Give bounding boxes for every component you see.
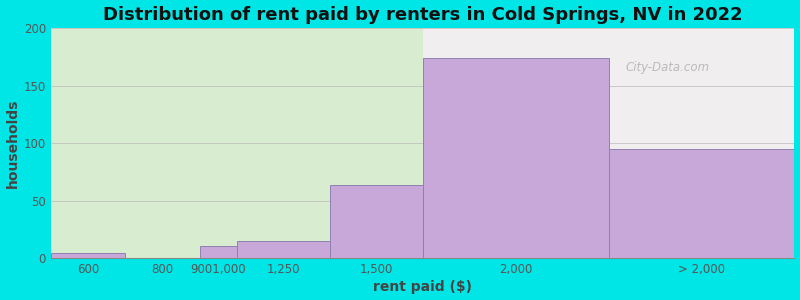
Bar xyxy=(422,58,609,258)
Y-axis label: households: households xyxy=(6,98,19,188)
Bar xyxy=(609,149,794,258)
Bar xyxy=(51,253,125,258)
Bar xyxy=(330,184,422,258)
Bar xyxy=(51,28,422,258)
X-axis label: rent paid ($): rent paid ($) xyxy=(373,280,472,294)
Bar xyxy=(199,246,237,258)
Text: City-Data.com: City-Data.com xyxy=(626,61,710,74)
Bar xyxy=(237,241,330,258)
Bar xyxy=(422,28,794,258)
Title: Distribution of rent paid by renters in Cold Springs, NV in 2022: Distribution of rent paid by renters in … xyxy=(103,6,742,24)
